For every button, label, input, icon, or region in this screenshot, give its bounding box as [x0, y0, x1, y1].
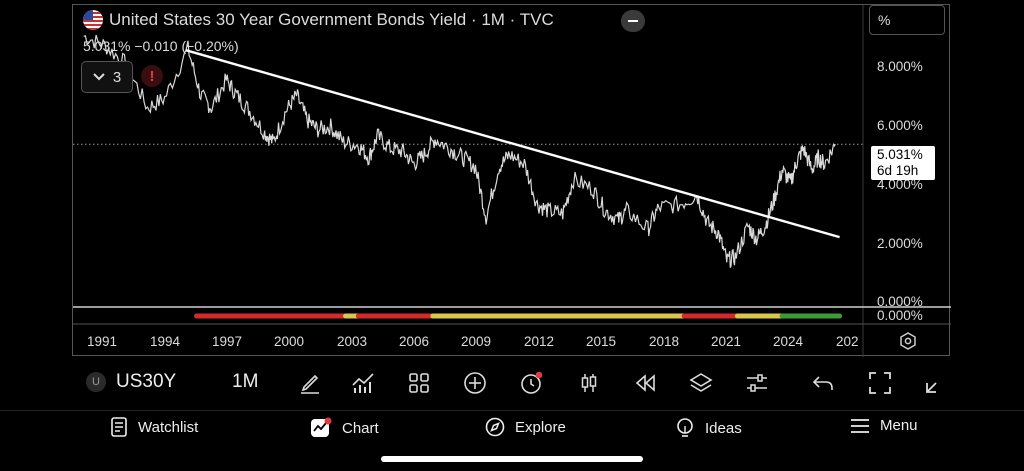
drawing-pen-icon[interactable]	[298, 371, 322, 395]
x-tick: 2012	[524, 334, 555, 349]
templates-grid-icon[interactable]	[407, 371, 431, 395]
x-tick: 2015	[586, 334, 617, 349]
add-compare-icon[interactable]	[463, 371, 487, 395]
x-tick: 2006	[399, 334, 430, 349]
y-tick: 6.000%	[877, 118, 923, 133]
last-price-label: 5.031% 6d 19h	[871, 146, 935, 180]
indicator-zero-tick: 0.000%	[877, 308, 923, 323]
nav-watchlist-label: Watchlist	[138, 418, 199, 436]
x-tick: 1997	[212, 334, 243, 349]
yield-series-line	[83, 34, 836, 268]
y-tick: 2.000%	[877, 236, 923, 251]
chart-title-row: United States 30 Year Government Bonds Y…	[83, 10, 554, 30]
fullscreen-icon[interactable]	[868, 371, 892, 395]
x-tick: 2018	[649, 334, 680, 349]
nav-ideas-label: Ideas	[705, 419, 742, 437]
y-tick: 4.000%	[877, 177, 923, 192]
chart-area[interactable]: United States 30 Year Government Bonds Y…	[72, 4, 951, 357]
nav-chart[interactable]: Chart	[310, 417, 379, 439]
replay-rewind-icon[interactable]	[633, 371, 657, 395]
collapse-legend-button[interactable]	[621, 10, 645, 32]
x-tick: 1994	[150, 334, 181, 349]
quote-line: 5.031% −0.010 (−0.20%)	[83, 38, 239, 54]
nav-ideas[interactable]: Ideas	[675, 417, 742, 439]
candles-style-icon[interactable]	[577, 371, 601, 395]
nav-explore[interactable]: Explore	[485, 417, 566, 437]
compass-icon	[485, 417, 505, 437]
interval-button[interactable]: 1M	[232, 371, 259, 392]
indicators-count: 3	[112, 68, 122, 86]
price-unit-selector[interactable]: %	[869, 5, 945, 35]
indicators-toggle-button[interactable]: 3	[81, 61, 133, 93]
chart-toolbar: U US30Y 1M	[72, 358, 950, 408]
hamburger-menu-icon	[851, 418, 869, 433]
trend-line	[185, 49, 840, 239]
chart-title: United States 30 Year Government Bonds Y…	[109, 10, 554, 29]
last-price-value: 5.031%	[877, 147, 923, 162]
symbol-button[interactable]: US30Y	[116, 371, 177, 392]
chevron-down-icon	[93, 73, 105, 81]
x-tick: 2003	[337, 334, 368, 349]
layers-icon[interactable]	[689, 371, 713, 395]
minus-icon	[628, 20, 638, 22]
expand-icon[interactable]	[924, 371, 948, 395]
symbol-logo[interactable]: U	[86, 372, 106, 392]
chart-settings-icon[interactable]	[899, 332, 917, 350]
nav-menu-label: Menu	[880, 417, 918, 434]
x-tick: 2024	[773, 334, 804, 349]
x-tick: 2000	[274, 334, 305, 349]
home-indicator	[381, 456, 643, 462]
indicators-icon[interactable]	[351, 371, 375, 395]
x-tick: 1991	[87, 334, 118, 349]
price-plot[interactable]	[73, 5, 951, 357]
y-tick: 0.000%	[877, 294, 923, 309]
bar-countdown: 6d 19h	[877, 163, 919, 178]
x-tick: 202	[836, 334, 859, 349]
us-flag-icon	[83, 10, 103, 30]
undo-icon[interactable]	[811, 371, 835, 395]
y-tick: 8.000%	[877, 59, 923, 74]
chart-icon	[311, 417, 332, 437]
nav-explore-label: Explore	[515, 418, 566, 436]
bottom-navigation: Watchlist Chart Explore Ideas Menu	[0, 410, 1024, 451]
nav-chart-label: Chart	[342, 419, 379, 437]
settings-sliders-icon[interactable]	[745, 371, 769, 395]
alert-icon[interactable]: !	[141, 65, 163, 87]
lightbulb-icon	[677, 418, 693, 437]
alert-clock-icon[interactable]	[519, 371, 543, 395]
nav-watchlist[interactable]: Watchlist	[110, 417, 198, 437]
x-tick: 2021	[711, 334, 742, 349]
watchlist-icon	[111, 417, 127, 437]
nav-menu[interactable]: Menu	[850, 417, 918, 434]
x-tick: 2009	[461, 334, 492, 349]
